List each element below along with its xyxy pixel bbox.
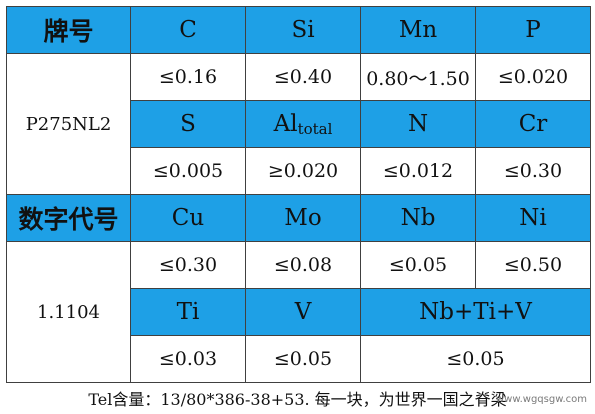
value-mo: ≤0.08 — [245, 241, 361, 289]
element-mn: Mn — [360, 6, 476, 54]
value-si: ≤0.40 — [245, 53, 361, 101]
value-s: ≤0.005 — [130, 147, 246, 195]
element-al-total: Altotal — [245, 100, 361, 148]
element-si: Si — [245, 6, 361, 54]
footer-note: Tel含量：13/80*386-38+53. 每一块，为世界一国之脊梁 — [88, 390, 507, 409]
value-ni: ≤0.50 — [475, 241, 591, 289]
element-v: V — [245, 288, 361, 336]
element-c: C — [130, 6, 246, 54]
header-grade: 牌号 — [6, 6, 131, 54]
value-nb: ≤0.05 — [360, 241, 476, 289]
element-cu: Cu — [130, 194, 246, 242]
value-mn: 0.80～1.50 — [360, 53, 476, 101]
grade-value: P275NL2 — [6, 53, 131, 195]
element-nb-ti-v: Nb+Ti+V — [360, 288, 591, 336]
value-nb-ti-v: ≤0.05 — [360, 335, 591, 383]
value-ti: ≤0.03 — [130, 335, 246, 383]
element-ni: Ni — [475, 194, 591, 242]
header-number: 数字代号 — [6, 194, 131, 242]
element-n: N — [360, 100, 476, 148]
value-n: ≤0.012 — [360, 147, 476, 195]
value-p: ≤0.020 — [475, 53, 591, 101]
element-al-subscript: total — [297, 120, 333, 138]
value-al-total: ≥0.020 — [245, 147, 361, 195]
value-cu: ≤0.30 — [130, 241, 246, 289]
element-s: S — [130, 100, 246, 148]
element-ti: Ti — [130, 288, 246, 336]
composition-table: 牌号 C Si Mn P P275NL2 ≤0.16 ≤0.40 0.80～1.… — [6, 6, 591, 383]
value-c: ≤0.16 — [130, 53, 246, 101]
element-p: P — [475, 6, 591, 54]
value-v: ≤0.05 — [245, 335, 361, 383]
watermark: www.wgqsgw.com — [495, 394, 587, 405]
number-value: 1.1104 — [6, 241, 131, 383]
element-cr: Cr — [475, 100, 591, 148]
element-nb: Nb — [360, 194, 476, 242]
element-mo: Mo — [245, 194, 361, 242]
element-al-symbol: Al — [273, 111, 298, 137]
value-cr: ≤0.30 — [475, 147, 591, 195]
